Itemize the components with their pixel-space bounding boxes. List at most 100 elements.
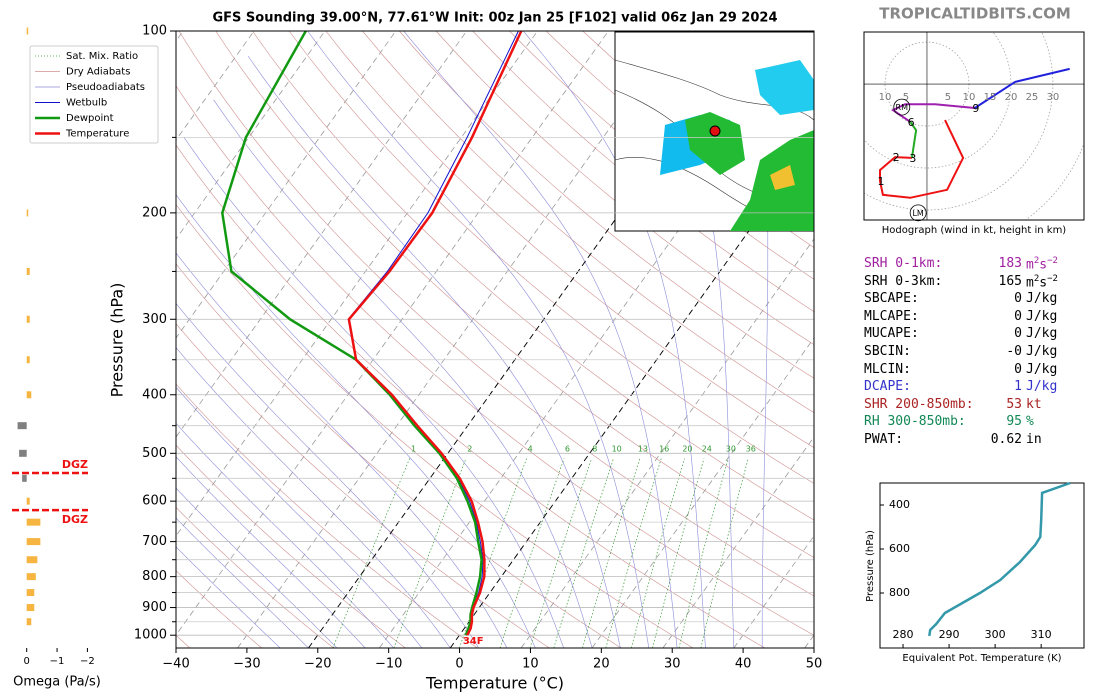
- omega-bar: [26, 497, 30, 505]
- index-row: SBCIN: -0 J/kg: [864, 344, 1094, 361]
- dry-adiabat: [288, 31, 814, 484]
- thetae-y-tick-label: 400: [889, 498, 910, 511]
- dry-adiabat: [472, 31, 814, 313]
- height-label: 6: [908, 116, 915, 129]
- dry-adiabat: [176, 506, 334, 648]
- dry-adiabat: [176, 203, 694, 648]
- index-row: SBCAPE: 0 J/kg: [864, 291, 1094, 308]
- unit-part: J/kg: [1026, 344, 1058, 359]
- heavy-rain: [770, 165, 795, 190]
- thetae-x-tick-label: 300: [985, 628, 1006, 641]
- y-tick-label: 900: [142, 600, 167, 615]
- index-value: 0: [1014, 308, 1022, 324]
- index-value: 0.62: [990, 432, 1022, 447]
- index-value: -0: [1006, 344, 1022, 359]
- omega-tick-label: −2: [80, 656, 95, 667]
- hodo-ring-label: 30: [1047, 92, 1060, 103]
- unit-part: −2: [1047, 273, 1058, 284]
- index-label: RH 300-850mb:: [864, 414, 966, 430]
- unit-part: 2: [1033, 273, 1040, 284]
- index-label: DCAPE:: [864, 379, 911, 395]
- legend-box: [29, 45, 159, 144]
- storm-motion-label: LM: [912, 209, 923, 218]
- isotherm: [237, 31, 680, 648]
- omega-bar: [26, 589, 35, 597]
- y-tick-label: 800: [142, 569, 167, 584]
- index-value: 0: [1014, 291, 1022, 307]
- dry-adiabat: [362, 31, 814, 413]
- omega-bar: [26, 391, 32, 399]
- unit-part: −2: [1047, 256, 1058, 266]
- index-row: SRH 0-3km: 165 m2s−2: [864, 274, 1094, 291]
- x-tick-label: 30: [664, 657, 681, 672]
- x-tick-label: −40: [162, 657, 189, 672]
- index-unit: J/kg: [1026, 344, 1057, 359]
- legend-label: Dry Adiabats: [66, 67, 130, 78]
- profile-wetbulb: [347, 31, 519, 636]
- mixing-ratio-label: 1: [411, 445, 416, 454]
- index-label: MUCAPE:: [864, 326, 919, 342]
- unit-part: m: [1026, 257, 1034, 273]
- hodo-ring-label: 25: [1026, 92, 1039, 103]
- thetae-x-tick-label: 310: [1031, 628, 1052, 641]
- x-tick-label: −20: [304, 657, 331, 672]
- y-tick-label: 1000: [134, 628, 167, 643]
- mixing-ratio-line: [630, 458, 685, 648]
- index-value: 0: [1014, 361, 1022, 377]
- pseudoadiabat: [183, 137, 564, 648]
- mixing-ratio-line: [459, 458, 527, 648]
- y-tick-label: 200: [142, 205, 167, 220]
- thetae-x-tick-label: 280: [893, 628, 914, 641]
- pseudoadiabat: [176, 347, 451, 648]
- snow-area: [755, 60, 814, 115]
- index-unit: in: [1026, 432, 1042, 447]
- index-row: PWAT: 0.62 in: [864, 432, 1094, 449]
- unit-part: in: [1026, 432, 1042, 447]
- dry-adiabat: [325, 31, 814, 448]
- x-tick-label: 10: [522, 657, 539, 672]
- site-name: TROPICALTIDBITS.COM: [879, 5, 1071, 23]
- dgz-label: DGZ: [62, 458, 88, 471]
- index-value: 0: [1014, 326, 1022, 342]
- mixing-ratio-label: 36: [746, 445, 756, 454]
- omega-bar: [26, 356, 30, 364]
- location-marker: [709, 125, 721, 137]
- thetae-x-tick-label: 290: [939, 628, 960, 641]
- index-value: 95: [1006, 414, 1022, 430]
- hodograph-caption: Hodograph (wind in kt, height in km): [882, 225, 1067, 236]
- index-label: SHR 200-850mb:: [864, 396, 974, 412]
- x-tick-label: −30: [233, 657, 260, 672]
- profile-temperature: [347, 31, 523, 636]
- index-unit: J/kg: [1026, 362, 1057, 377]
- index-label: MLCIN:: [864, 361, 911, 377]
- omega-bar: [22, 474, 27, 482]
- index-label: SRH 0-1km:: [864, 256, 943, 271]
- unit-part: J/kg: [1026, 361, 1058, 377]
- hodograph-plot: [864, 32, 1084, 220]
- mixing-ratio-label: 16: [659, 445, 669, 454]
- hodograph-trace: [891, 103, 975, 123]
- hodograph-frame: [863, 31, 1085, 221]
- thetae-y-tick-label: 800: [889, 586, 910, 599]
- index-label: SBCAPE:: [864, 291, 919, 307]
- hodo-ring-label: 10: [879, 92, 892, 103]
- y-tick-label: 600: [142, 494, 167, 509]
- legend-label: Sat. Mix. Ratio: [66, 51, 138, 62]
- storm-motion-label: RM: [896, 103, 909, 112]
- height-label: 3: [909, 152, 916, 165]
- index-row: SHR 200-850mb: 53 kt: [864, 397, 1094, 414]
- omega-bar: [26, 315, 30, 323]
- omega-bar: [26, 618, 32, 626]
- omega-bar: [26, 604, 35, 612]
- unit-part: m: [1026, 274, 1034, 290]
- dry-adiabat: [252, 31, 814, 521]
- omega-bar: [26, 267, 30, 275]
- omega-bar: [26, 556, 38, 564]
- x-tick-label: −10: [375, 657, 402, 672]
- dry-adiabat: [176, 570, 262, 648]
- mixing-ratio-label: 20: [682, 445, 692, 454]
- profile-dewpoint: [221, 31, 483, 636]
- plot-frame: [175, 30, 815, 649]
- omega-bar: [17, 422, 27, 430]
